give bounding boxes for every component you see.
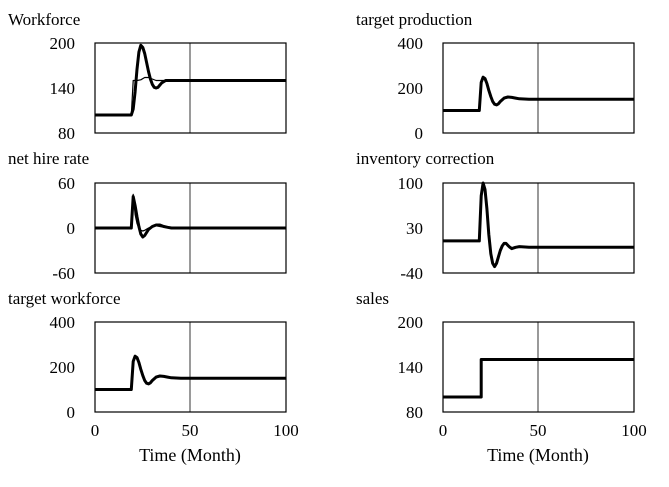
y-tick-label: 0 bbox=[415, 124, 424, 143]
y-tick-label: 200 bbox=[398, 313, 424, 332]
x-tick-label: 0 bbox=[439, 421, 448, 440]
x-tick-label: 100 bbox=[273, 421, 299, 440]
y-tick-label: 400 bbox=[398, 34, 424, 53]
panel-inventory-correction: inventory correction 100 30 -40 bbox=[356, 149, 635, 283]
x-tick-label: 50 bbox=[530, 421, 547, 440]
x-tick-label: 0 bbox=[91, 421, 100, 440]
series-line-net-hire-rate bbox=[95, 195, 286, 239]
panel-target-production: target production 400 200 0 bbox=[356, 10, 635, 143]
y-tick-label: 80 bbox=[406, 403, 423, 422]
panel-title: target workforce bbox=[8, 289, 121, 308]
panel-title: sales bbox=[356, 289, 389, 308]
series-line-target-workforce bbox=[95, 354, 286, 391]
y-tick-label: -60 bbox=[52, 264, 75, 283]
series-line-workforce bbox=[95, 43, 286, 117]
y-tick-label: 140 bbox=[50, 79, 76, 98]
panel-title: Workforce bbox=[8, 10, 80, 29]
y-tick-label: 80 bbox=[58, 124, 75, 143]
series-line-sales bbox=[443, 358, 634, 399]
panel-workforce: Workforce 200 140 80 bbox=[8, 10, 287, 143]
panel-title: target production bbox=[356, 10, 473, 29]
series-line-inventory-correction bbox=[443, 181, 634, 269]
plot-frame bbox=[442, 321, 635, 413]
plot-frame bbox=[442, 42, 635, 134]
y-tick-label: 200 bbox=[50, 34, 76, 53]
x-tick-label: 50 bbox=[182, 421, 199, 440]
y-tick-label: 30 bbox=[406, 219, 423, 238]
y-tick-label: 400 bbox=[50, 313, 76, 332]
panel-net-hire-rate: net hire rate 60 0 -60 bbox=[8, 149, 287, 283]
series-line-workforce-comparison bbox=[95, 76, 286, 116]
y-tick-label: 100 bbox=[398, 174, 424, 193]
y-tick-label: -40 bbox=[400, 264, 423, 283]
panel-sales: sales 200 140 80 0 50 100 Time (Month) bbox=[356, 289, 647, 466]
y-tick-label: 140 bbox=[398, 358, 424, 377]
y-tick-label: 0 bbox=[67, 403, 76, 422]
x-tick-label: 100 bbox=[621, 421, 647, 440]
panel-title: inventory correction bbox=[356, 149, 495, 168]
panel-title: net hire rate bbox=[8, 149, 89, 168]
y-tick-label: 0 bbox=[67, 219, 76, 238]
y-tick-label: 200 bbox=[398, 79, 424, 98]
x-axis-label: Time (Month) bbox=[139, 445, 241, 466]
y-tick-label: 60 bbox=[58, 174, 75, 193]
plot-frame bbox=[442, 182, 635, 274]
plot-frame bbox=[94, 42, 287, 134]
panel-target-workforce: target workforce 400 200 0 0 50 100 Time… bbox=[8, 289, 299, 466]
x-axis-label: Time (Month) bbox=[487, 445, 589, 466]
y-tick-label: 200 bbox=[50, 358, 76, 377]
plot-frame bbox=[94, 321, 287, 413]
series-line-net-hire-rate-comparison bbox=[95, 193, 286, 232]
series-line-target-production bbox=[443, 75, 634, 112]
